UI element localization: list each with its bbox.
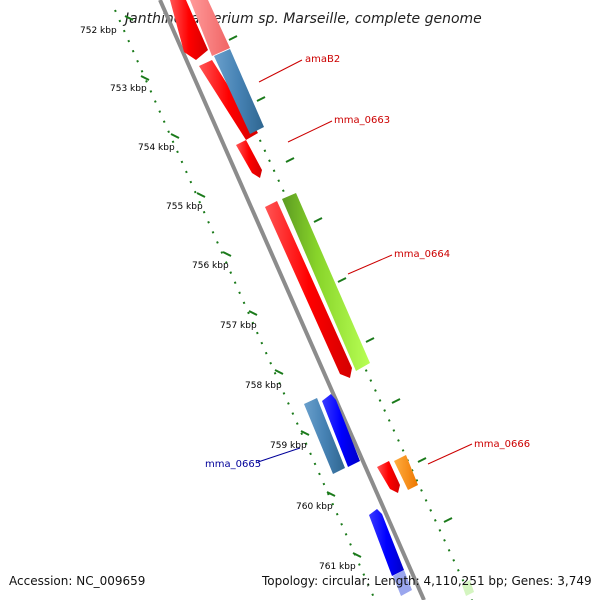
gene-feature-green-faded (462, 580, 474, 596)
gene-feature-red-faded (190, 0, 230, 56)
gene-feature-blue-faded (393, 570, 412, 596)
scale-label: 754 kbp (138, 143, 175, 153)
gene-feature-orange (394, 455, 418, 490)
gene-feature-red (236, 140, 262, 178)
label-leaders (257, 59, 473, 465)
gene-feature-red (199, 60, 258, 140)
accession-text: Accession: NC_009659 (9, 574, 146, 588)
gene-feature-steel (304, 398, 345, 474)
gene-feature-red (377, 461, 400, 493)
scale-label: 760 kbp (296, 502, 333, 512)
gene-feature-blue (369, 509, 404, 576)
genome-backbone (158, 0, 426, 600)
gene-feature-steel (214, 49, 264, 134)
gene-feature-green (282, 193, 370, 371)
scale-label: 758 kbp (245, 381, 282, 391)
gene-features (170, 0, 474, 596)
genome-summary-text: Topology: circular; Length: 4,110,251 bp… (262, 574, 592, 588)
outer-ticks (124, 15, 362, 558)
gene-feature-blue (322, 394, 360, 467)
inner-ticks (228, 35, 453, 523)
gene-label-mma-0666[interactable]: mma_0666 (474, 439, 530, 450)
scale-label: 761 kbp (319, 562, 356, 572)
scale-label: 757 kbp (220, 321, 257, 331)
scale-label: 756 kbp (192, 261, 229, 271)
gene-label-mma-0663[interactable]: mma_0663 (334, 115, 390, 126)
gene-label-mma-0664[interactable]: mma_0664 (394, 249, 450, 260)
gene-label-amab2[interactable]: amaB2 (305, 54, 340, 65)
scale-label: 759 kbp (270, 441, 307, 451)
gene-label-mma-0665[interactable]: mma_0665 (205, 459, 261, 470)
scale-label: 752 kbp (80, 26, 117, 36)
gene-feature-red (265, 201, 352, 378)
scale-label: 755 kbp (166, 202, 203, 212)
gene-feature-red (170, 0, 208, 60)
scale-label: 753 kbp (110, 84, 147, 94)
